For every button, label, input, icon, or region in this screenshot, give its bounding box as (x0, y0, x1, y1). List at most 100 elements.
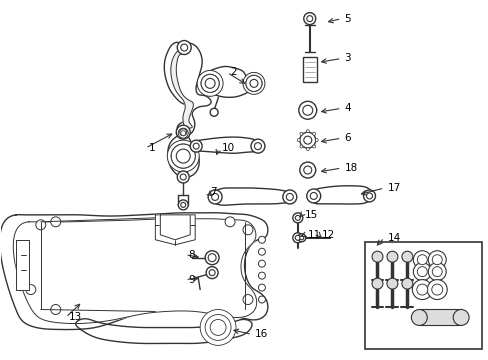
Circle shape (171, 144, 195, 168)
Circle shape (254, 143, 261, 150)
Circle shape (190, 140, 202, 152)
Circle shape (306, 15, 312, 22)
Text: 12: 12 (321, 230, 334, 240)
Polygon shape (16, 240, 29, 289)
Circle shape (299, 132, 302, 135)
Polygon shape (160, 215, 190, 240)
Circle shape (299, 236, 303, 240)
Circle shape (401, 251, 412, 262)
Circle shape (305, 148, 308, 150)
Circle shape (416, 284, 427, 295)
Circle shape (205, 315, 230, 340)
Circle shape (249, 80, 258, 87)
Circle shape (51, 305, 61, 315)
Circle shape (412, 263, 430, 280)
Circle shape (427, 263, 446, 280)
Bar (302, 58, 316, 82)
Circle shape (206, 267, 218, 279)
Circle shape (416, 267, 427, 276)
Circle shape (410, 310, 427, 325)
Text: 6: 6 (344, 133, 350, 143)
Circle shape (299, 145, 302, 148)
Circle shape (258, 284, 265, 291)
Polygon shape (13, 219, 256, 324)
Circle shape (452, 310, 468, 325)
Circle shape (205, 251, 219, 265)
Circle shape (412, 251, 430, 269)
Circle shape (282, 190, 296, 204)
Circle shape (243, 225, 252, 235)
Circle shape (258, 296, 265, 303)
Circle shape (305, 130, 308, 133)
Polygon shape (167, 132, 199, 177)
Circle shape (292, 233, 302, 243)
Circle shape (224, 217, 235, 227)
Circle shape (208, 254, 216, 262)
Text: 4: 4 (344, 103, 350, 113)
Bar (419, 310, 460, 325)
Polygon shape (192, 137, 260, 153)
Circle shape (295, 235, 300, 240)
Circle shape (297, 234, 305, 242)
Circle shape (297, 139, 300, 141)
Circle shape (245, 75, 262, 91)
Circle shape (200, 310, 236, 345)
Text: 1: 1 (148, 143, 155, 153)
Circle shape (211, 320, 224, 334)
Circle shape (193, 143, 199, 149)
Circle shape (309, 193, 317, 199)
Polygon shape (76, 319, 252, 343)
Circle shape (181, 202, 185, 207)
Circle shape (315, 139, 318, 141)
Text: 16: 16 (254, 329, 267, 339)
Circle shape (201, 75, 219, 92)
Circle shape (299, 132, 315, 148)
Circle shape (303, 166, 311, 174)
Circle shape (208, 190, 222, 204)
Circle shape (427, 280, 447, 300)
Polygon shape (155, 215, 195, 245)
Polygon shape (203, 67, 258, 97)
Circle shape (210, 319, 225, 336)
Circle shape (298, 101, 316, 119)
Circle shape (51, 217, 61, 227)
Circle shape (201, 75, 219, 92)
Circle shape (181, 44, 187, 51)
Circle shape (211, 193, 218, 201)
Circle shape (214, 323, 222, 332)
Text: 9: 9 (188, 275, 194, 285)
Text: 11: 11 (307, 230, 320, 240)
Circle shape (411, 280, 431, 300)
Circle shape (386, 251, 397, 262)
Circle shape (427, 251, 446, 269)
Circle shape (181, 131, 185, 136)
Circle shape (401, 278, 412, 289)
Circle shape (180, 174, 186, 180)
Circle shape (258, 260, 265, 267)
Text: 13: 13 (68, 312, 82, 323)
Polygon shape (213, 188, 292, 205)
Circle shape (312, 145, 315, 148)
Text: 3: 3 (344, 54, 350, 63)
Polygon shape (311, 186, 371, 204)
Circle shape (209, 270, 215, 276)
Text: 5: 5 (344, 14, 350, 24)
Circle shape (371, 251, 382, 262)
Circle shape (303, 13, 315, 24)
Circle shape (386, 278, 397, 289)
Bar (364, 242, 481, 349)
Circle shape (371, 278, 382, 289)
Circle shape (363, 190, 375, 202)
Circle shape (207, 316, 228, 338)
Polygon shape (0, 213, 267, 329)
Circle shape (203, 312, 233, 342)
Circle shape (286, 193, 293, 201)
Circle shape (416, 255, 427, 265)
Circle shape (210, 108, 218, 116)
Circle shape (243, 294, 252, 305)
Circle shape (306, 189, 320, 203)
Circle shape (431, 255, 441, 265)
Circle shape (312, 132, 315, 135)
Circle shape (176, 149, 190, 163)
Circle shape (197, 71, 223, 96)
